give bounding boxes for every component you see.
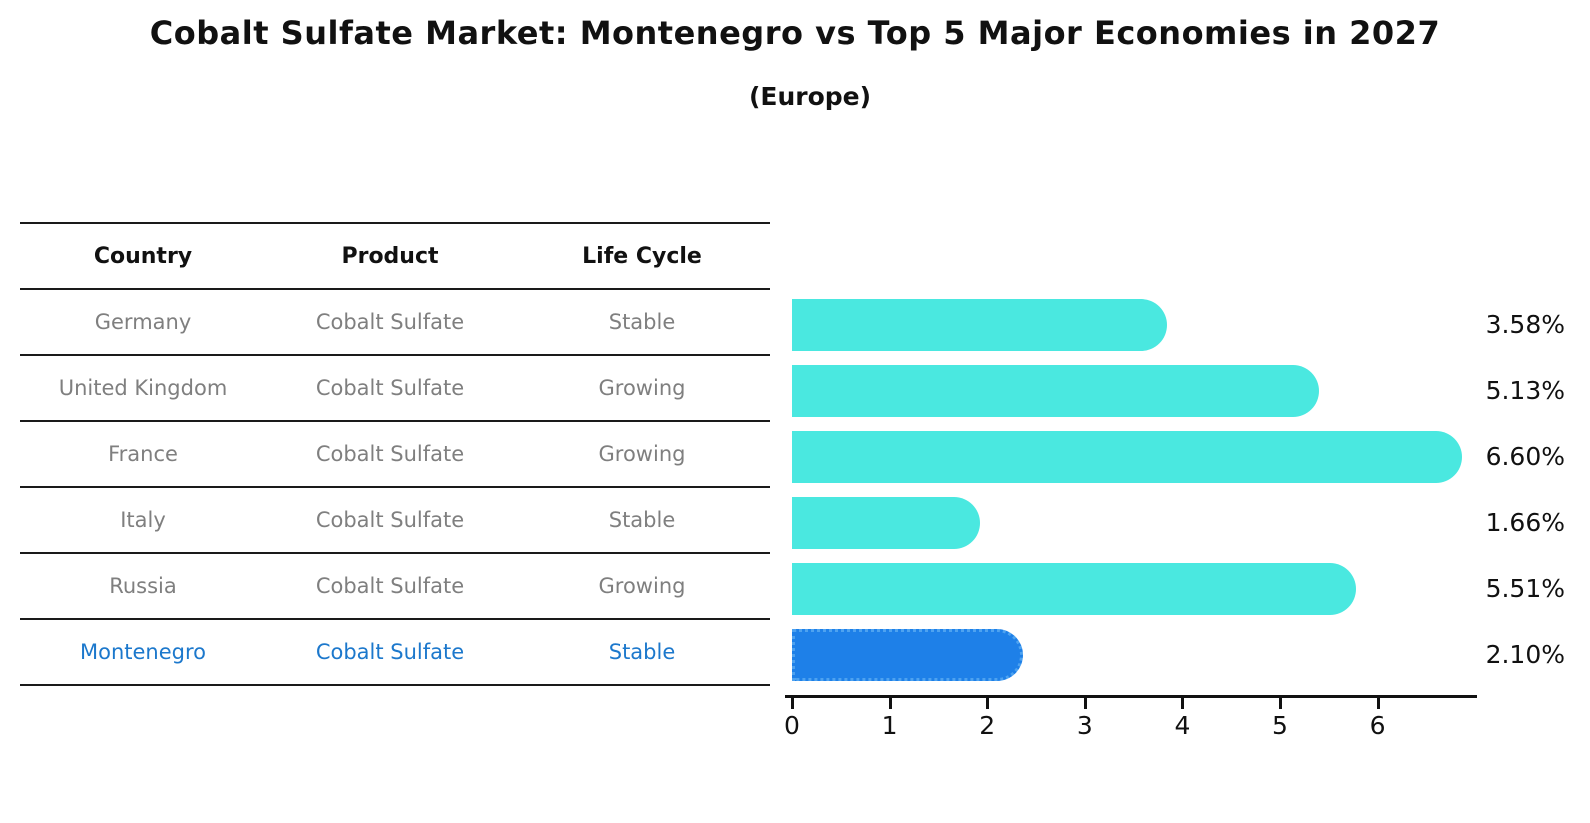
table-row-russia: Russia Cobalt Sulfate Growing [20,554,770,620]
product-cell: Cobalt Sulfate [315,640,465,664]
bar-value-label: 6.60% [1485,442,1565,471]
country-cell: France [108,442,178,466]
product-cell: Cobalt Sulfate [315,376,465,400]
x-axis-tick [986,698,990,709]
table-row-montenegro: Montenegro Cobalt Sulfate Stable [20,620,770,686]
bar-value-label: 5.13% [1485,376,1565,405]
chart-title: Cobalt Sulfate Market: Montenegro vs Top… [149,14,1441,52]
x-axis-tick-label: 4 [1174,711,1191,740]
table-row-france: France Cobalt Sulfate Growing [20,422,770,488]
bar-france [792,431,1462,483]
x-axis-tick-label: 2 [979,711,996,740]
product-cell: Cobalt Sulfate [315,442,465,466]
x-axis-tick-label: 0 [784,711,800,740]
bar-italy [792,497,980,549]
x-axis-tick [1376,698,1380,709]
bar-value-label: 5.51% [1485,574,1565,603]
column-header-product: Product [341,243,439,269]
bar-germany [792,299,1167,351]
column-header-country: Country [93,243,193,269]
x-axis-tick-label: 5 [1272,711,1288,740]
table-row-italy: Italy Cobalt Sulfate Stable [20,488,770,554]
bar-value-label: 1.66% [1485,508,1565,537]
table-row-united-kingdom: United Kingdom Cobalt Sulfate Growing [20,356,770,422]
life-cycle-cell: Growing [598,574,686,598]
x-axis-line [785,695,1477,698]
country-cell: Germany [94,310,192,334]
table-header-row: Country Product Life Cycle [20,224,770,290]
x-axis-tick [1181,698,1185,709]
bar-montenegro [792,629,1023,681]
country-cell: Italy [120,508,166,532]
life-cycle-cell: Growing [598,442,686,466]
table-row-germany: Germany Cobalt Sulfate Stable [20,290,770,356]
x-axis-tick [1083,698,1087,709]
life-cycle-cell: Stable [608,640,676,664]
country-cell: United Kingdom [58,376,228,400]
country-cell: Montenegro [79,640,206,664]
chart-subtitle: (Europe) [748,82,872,111]
product-cell: Cobalt Sulfate [315,310,465,334]
life-cycle-cell: Stable [608,508,676,532]
bar-russia [792,563,1356,615]
life-cycle-cell: Growing [598,376,686,400]
country-table: Country Product Life Cycle Germany Cobalt… [20,222,770,686]
product-cell: Cobalt Sulfate [315,574,465,598]
bar-value-label: 2.10% [1485,640,1565,669]
bar-united-kingdom [792,365,1319,417]
life-cycle-cell: Stable [608,310,676,334]
bar-value-label: 3.58% [1485,310,1565,339]
x-axis-tick-label: 3 [1076,711,1093,740]
x-axis-tick [791,698,794,709]
country-cell: Russia [109,574,177,598]
x-axis-tick-label: 6 [1369,711,1386,740]
column-header-life-cycle: Life Cycle [582,243,702,269]
x-axis-tick-label: 1 [881,711,898,740]
x-axis-tick [888,698,892,709]
x-axis-tick [1279,698,1282,709]
product-cell: Cobalt Sulfate [315,508,465,532]
